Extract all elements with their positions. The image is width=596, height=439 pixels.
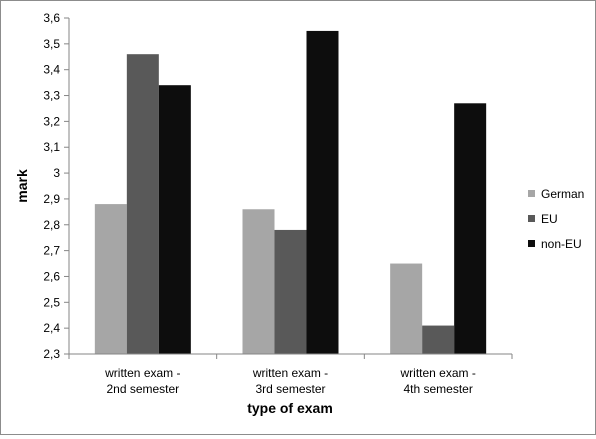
x-category-label: written exam -4th semester	[399, 366, 475, 396]
legend-label-german: German	[541, 187, 584, 201]
bar-german	[94, 204, 127, 354]
x-axis-labels: written exam -2nd semester written exam -…	[68, 354, 513, 396]
y-tick-label: 2,3	[43, 347, 60, 361]
bar-eu	[422, 325, 455, 354]
y-tick-label: 2,8	[43, 218, 60, 232]
y-tick-label: 3,5	[43, 37, 60, 51]
y-tick-label: 2,6	[43, 269, 60, 283]
legend-label-eu: EU	[541, 212, 558, 226]
bar-german	[242, 209, 275, 354]
y-tick-label: 2,9	[43, 192, 60, 206]
y-tick-label: 3,3	[43, 89, 60, 103]
y-tick-label: 2,5	[43, 295, 60, 309]
x-category-label: written exam -2nd semester	[104, 366, 180, 396]
x-axis-title: type of exam	[247, 400, 333, 416]
bar-eu	[126, 54, 159, 354]
y-tick-label: 3	[53, 166, 60, 180]
y-tick-label: 2,7	[43, 244, 60, 258]
y-tick-label: 3,4	[43, 63, 60, 77]
legend-swatch-non-eu	[528, 240, 535, 247]
y-tick-label: 3,1	[43, 140, 60, 154]
bar-german	[390, 263, 423, 354]
bar-eu	[274, 229, 307, 354]
bars	[94, 30, 487, 355]
bar-non-eu	[306, 30, 339, 355]
y-tick-label: 3,6	[43, 11, 60, 25]
y-axis-title: mark	[14, 169, 30, 203]
legend-swatch-eu	[528, 215, 535, 222]
y-axis-ticks: 2,3 2,4 2,5 2,6 2,7 2,8 2,9 3 3,1 3,2 3,3 3,4 3,5 3,6	[43, 11, 69, 361]
y-tick-label: 3,2	[43, 114, 60, 128]
x-category-label: written exam -3rd semester	[252, 366, 328, 396]
bar-non-eu	[454, 103, 487, 355]
legend-label-non-eu: non-EU	[541, 237, 582, 251]
legend: German EU non-EU	[528, 187, 584, 251]
legend-swatch-german	[528, 190, 535, 197]
bar-non-eu	[158, 85, 191, 354]
y-tick-label: 2,4	[43, 321, 60, 335]
